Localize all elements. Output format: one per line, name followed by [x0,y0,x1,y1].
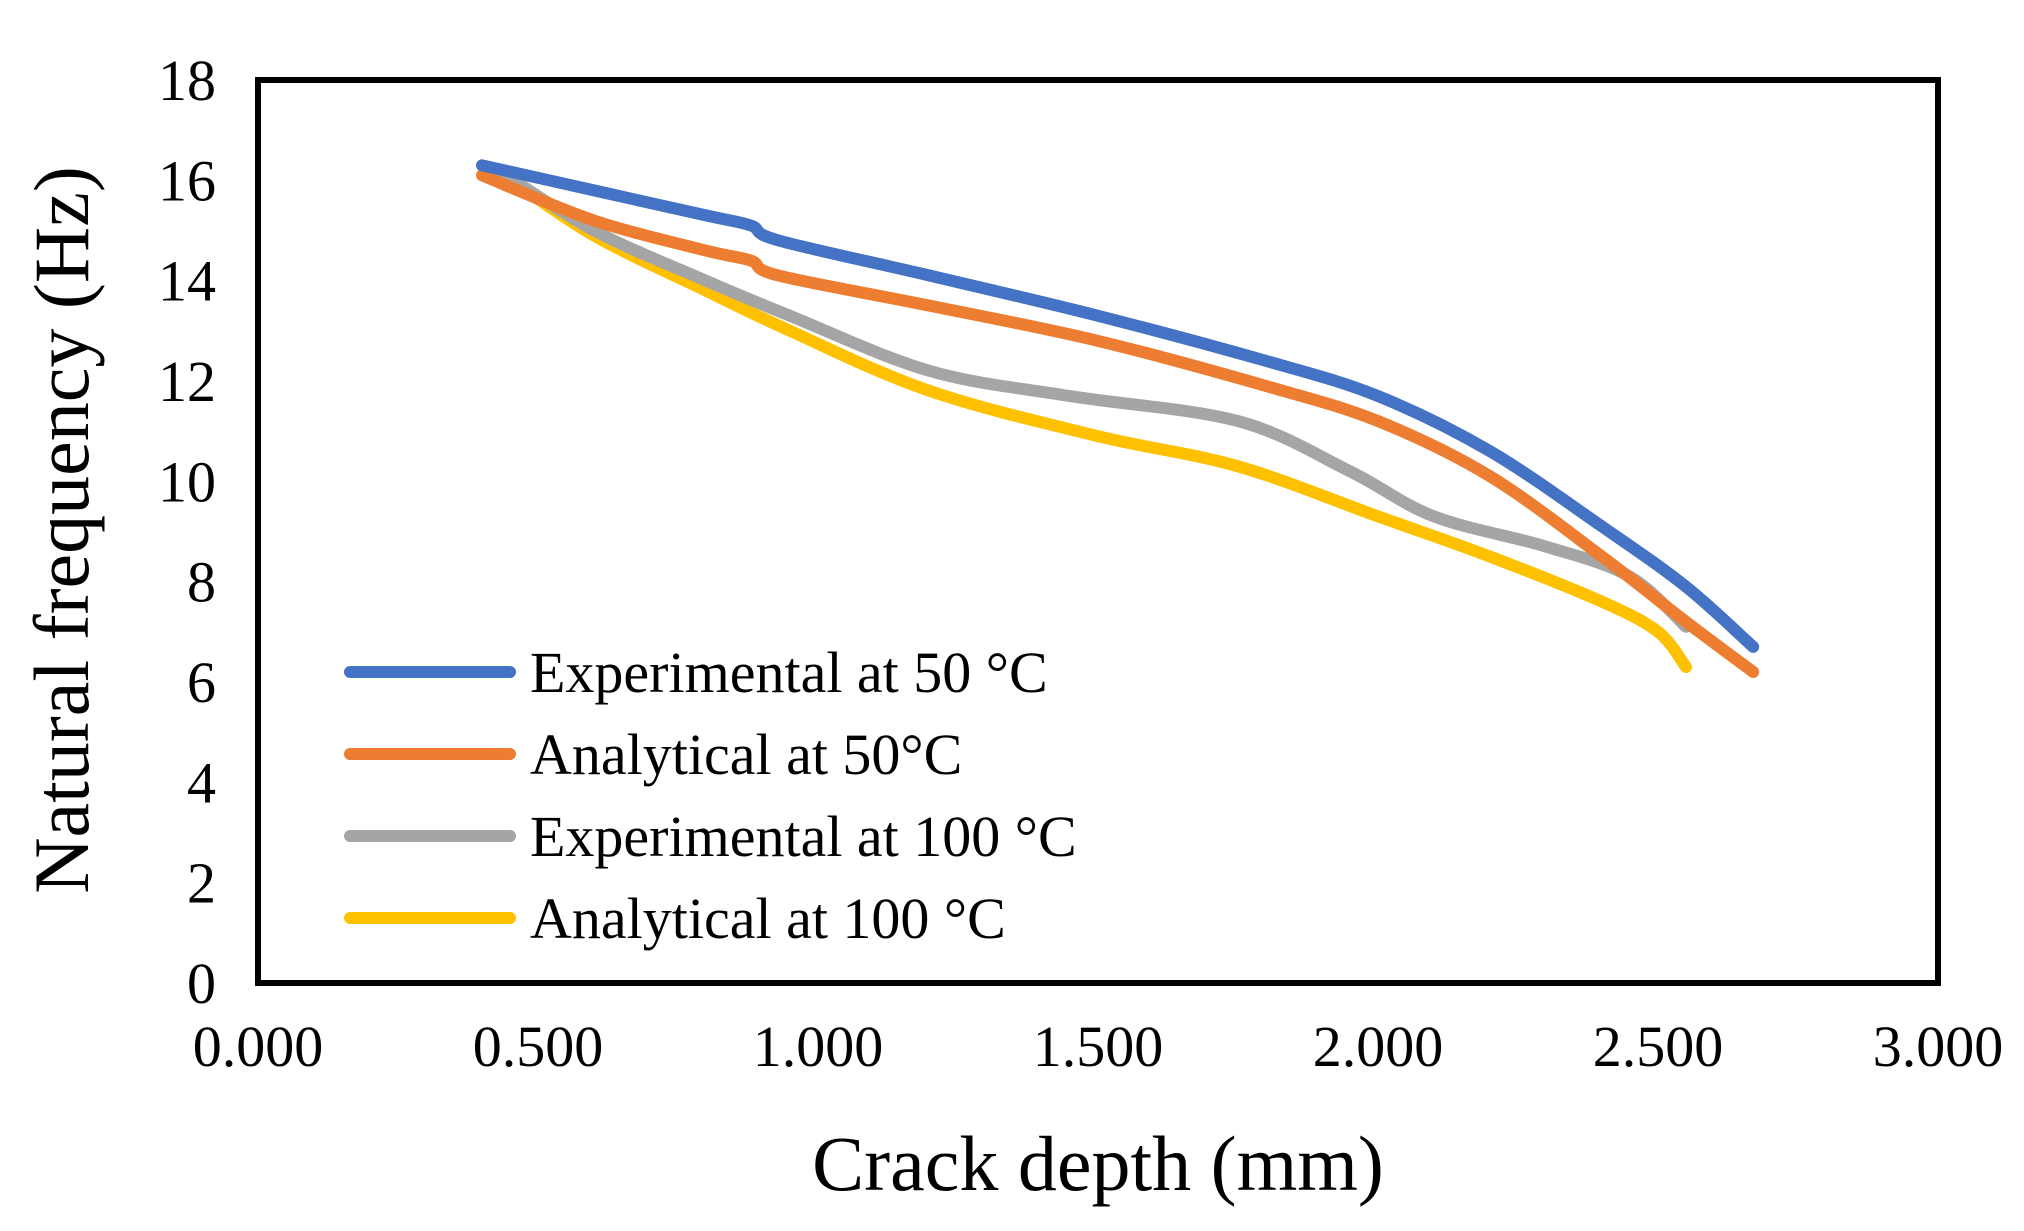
series-line-experimental-at-100-c [492,164,1692,633]
y-tick-label: 8 [187,550,216,615]
x-tick-labels: 0.000 0.500 1.000 1.500 2.000 2.500 3.000 [193,1014,2004,1079]
series-line-analytical-at-50-c [476,169,1760,678]
x-tick-label: 1.500 [1033,1014,1164,1079]
series-group [476,159,1760,678]
y-tick-label: 18 [158,48,216,113]
legend-label: Experimental at 100 °C [530,804,1077,869]
y-tick-label: 16 [158,148,216,213]
series-line-analytical-at-100-c [498,169,1692,673]
y-tick-label: 12 [158,349,216,414]
y-tick-label: 2 [187,851,216,916]
x-tick-label: 2.000 [1313,1014,1444,1079]
y-tick-label: 6 [187,650,216,715]
legend: Experimental at 50 °C Analytical at 50°C E… [344,640,1077,951]
legend-label: Analytical at 50°C [530,722,962,787]
plot-area-frame [255,77,1941,986]
series-line-experimental-at-50-c [476,159,1760,653]
y-tick-label: 0 [187,951,216,1016]
y-tick-label: 14 [158,249,216,314]
x-tick-label: 1.000 [753,1014,884,1079]
x-tick-label: 2.500 [1593,1014,1724,1079]
x-tick-label: 3.000 [1873,1014,2004,1079]
legend-label: Experimental at 50 °C [530,640,1048,705]
y-axis-title: Natural frequency (Hz) [18,166,105,894]
y-tick-label: 4 [187,750,216,815]
x-tick-label: 0.000 [193,1014,324,1079]
x-tick-label: 0.500 [473,1014,604,1079]
y-tick-labels: 0 2 4 6 8 10 12 14 16 18 [158,48,216,1016]
y-tick-label: 10 [158,449,216,514]
x-axis-title: Crack depth (mm) [812,1120,1384,1207]
legend-label: Analytical at 100 °C [530,886,1006,951]
